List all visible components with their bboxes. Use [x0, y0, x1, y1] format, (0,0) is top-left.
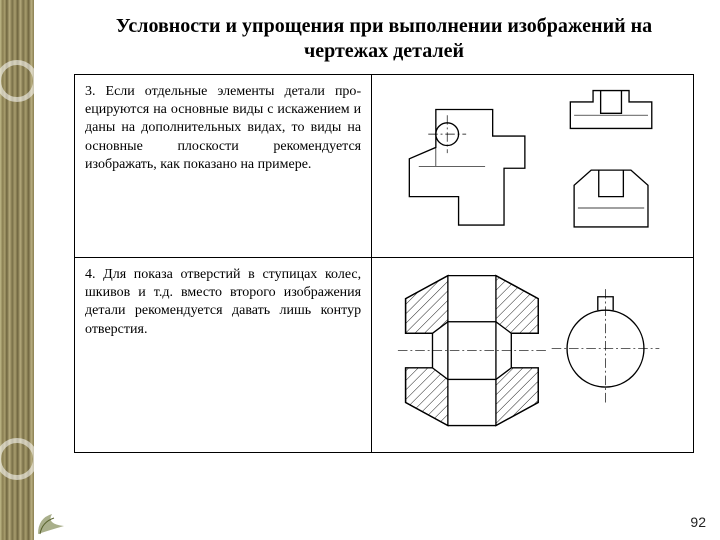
corner-ornament-icon: [36, 504, 68, 536]
figure-4: [372, 258, 694, 453]
figure-3: [372, 75, 694, 258]
rule-number: 4.: [85, 267, 96, 282]
rule-body: Для показа отверстий в ступицах ко­лес, …: [85, 267, 361, 337]
rule-text-3: 3. Если отдельные элементы детали про­ец…: [75, 75, 372, 258]
page-title: Условности и упрощения при выполнении из…: [74, 14, 694, 64]
table-row: 3. Если отдельные элементы детали про­ец…: [75, 75, 694, 258]
rule-text-4: 4. Для показа отверстий в ступицах ко­ле…: [75, 258, 372, 453]
rule-body: Если отдельные элементы детали про­ециру…: [85, 84, 361, 172]
drawing-hub-hole: [382, 266, 683, 439]
page-number: 92: [690, 514, 706, 530]
drawing-projected-views: [382, 83, 683, 244]
spiral-binding: [0, 0, 34, 540]
content-table: 3. Если отдельные элементы детали про­ец…: [74, 74, 694, 453]
rule-number: 3.: [85, 84, 96, 99]
slide-content: Условности и упрощения при выполнении из…: [34, 0, 720, 540]
table-row: 4. Для показа отверстий в ступицах ко­ле…: [75, 258, 694, 453]
